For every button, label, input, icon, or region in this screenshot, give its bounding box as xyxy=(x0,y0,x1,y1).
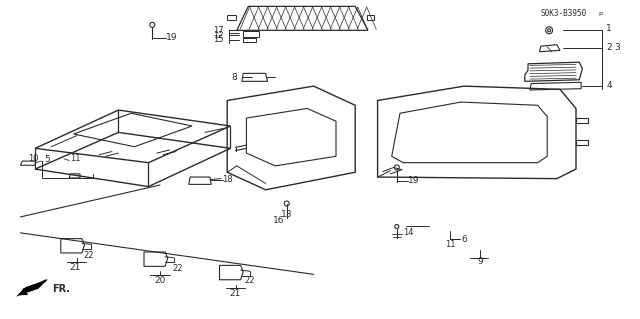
Text: 12: 12 xyxy=(214,31,224,40)
Text: 2: 2 xyxy=(607,43,612,52)
Text: 19: 19 xyxy=(408,176,419,185)
Text: p: p xyxy=(598,11,602,16)
Text: 3: 3 xyxy=(615,43,620,52)
Text: 14: 14 xyxy=(403,228,413,237)
Text: 10: 10 xyxy=(28,154,38,163)
Text: 19: 19 xyxy=(166,33,177,41)
Text: 17: 17 xyxy=(213,26,224,35)
Text: S0K3-B3950: S0K3-B3950 xyxy=(540,9,586,18)
Polygon shape xyxy=(16,279,48,297)
Text: 13: 13 xyxy=(281,210,292,219)
Text: 22: 22 xyxy=(83,251,93,260)
Text: 9: 9 xyxy=(477,257,483,266)
Text: 22: 22 xyxy=(244,276,255,285)
Text: 15: 15 xyxy=(214,35,224,44)
Text: 8: 8 xyxy=(231,73,237,82)
Text: FR.: FR. xyxy=(52,284,70,294)
Text: 21: 21 xyxy=(230,289,241,298)
Text: 5: 5 xyxy=(44,155,49,164)
Text: 21: 21 xyxy=(70,263,81,272)
Text: 22: 22 xyxy=(173,264,183,273)
Text: 4: 4 xyxy=(607,81,612,90)
Text: 6: 6 xyxy=(462,235,467,244)
Text: 11: 11 xyxy=(445,241,455,249)
Text: 1: 1 xyxy=(607,24,612,33)
Text: 11: 11 xyxy=(70,154,80,163)
Text: 20: 20 xyxy=(154,276,166,285)
Text: 16: 16 xyxy=(273,216,284,225)
Text: 18: 18 xyxy=(222,175,232,184)
